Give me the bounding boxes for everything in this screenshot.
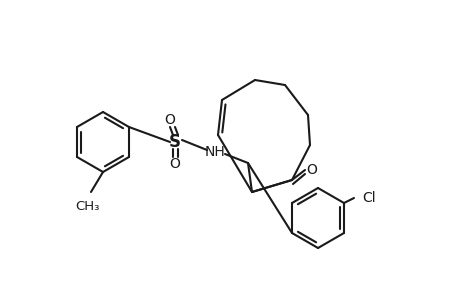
Text: NH: NH xyxy=(204,145,225,159)
Text: O: O xyxy=(169,157,180,171)
Text: O: O xyxy=(164,113,175,127)
Text: CH₃: CH₃ xyxy=(75,200,99,213)
Text: S: S xyxy=(168,133,180,151)
Text: Cl: Cl xyxy=(361,191,375,205)
Text: O: O xyxy=(306,163,317,177)
